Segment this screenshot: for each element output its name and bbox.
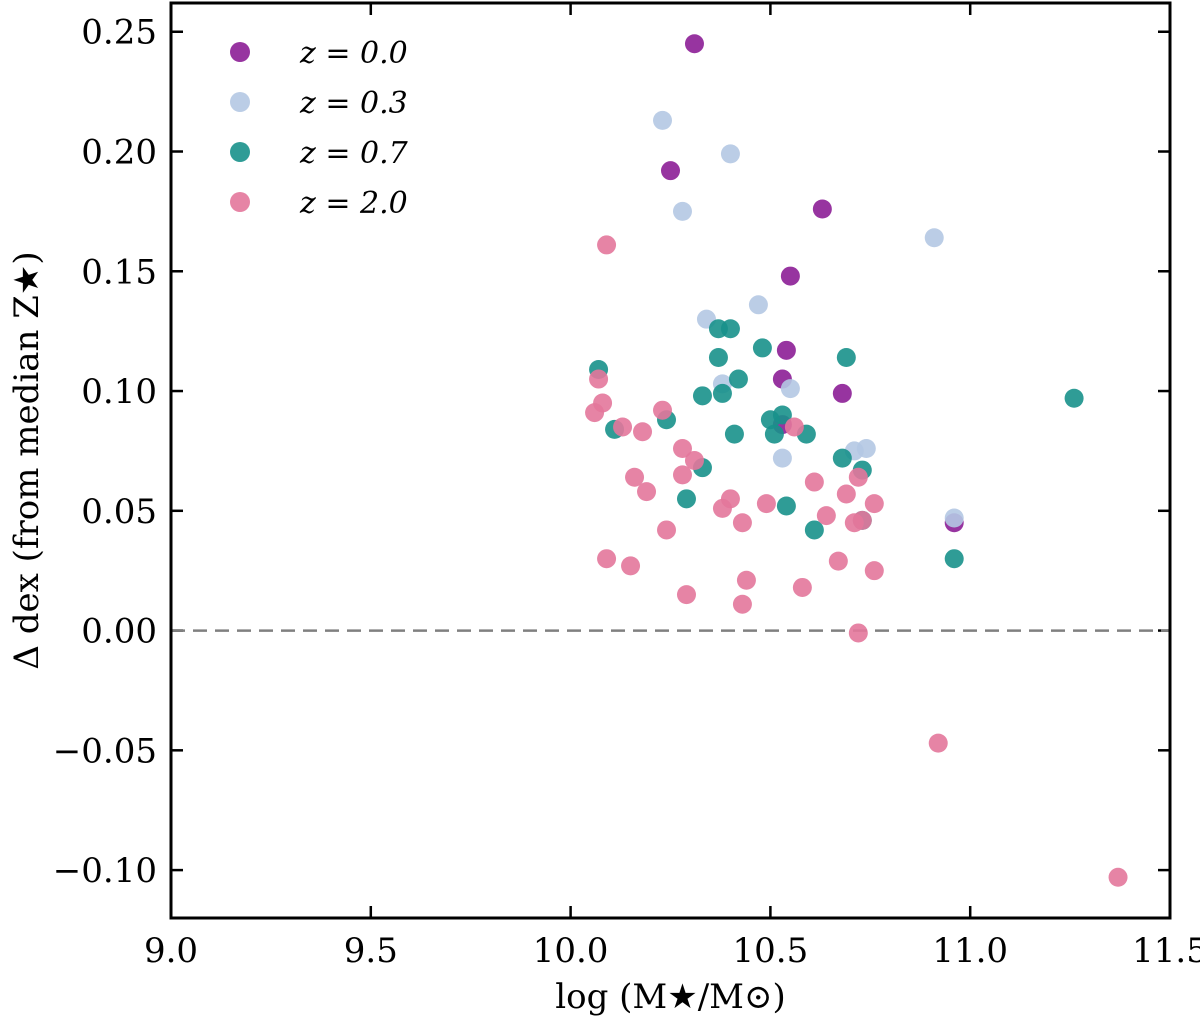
data-point-series-3	[816, 506, 836, 526]
data-point-series-2	[1064, 388, 1084, 408]
data-point-series-3	[756, 494, 776, 514]
legend-label: z = 0.0	[299, 36, 408, 71]
x-tick-label: 10.5	[733, 931, 809, 971]
data-point-series-3	[792, 577, 812, 597]
legend: z = 0.0 z = 0.3 z = 0.7 z = 2.0	[230, 36, 409, 221]
data-point-series-2	[776, 496, 796, 516]
data-point-series-2	[712, 383, 732, 403]
data-point-series-3	[1108, 867, 1128, 887]
data-point-series-1	[772, 448, 792, 468]
data-point-series-1	[653, 110, 673, 130]
data-point-series-2	[724, 424, 744, 444]
legend-label: z = 2.0	[299, 186, 408, 221]
data-point-series-3	[736, 570, 756, 590]
y-tick-label: 0.15	[81, 252, 157, 292]
data-point-series-0	[661, 161, 680, 181]
legend-marker	[230, 92, 250, 112]
data-point-series-3	[844, 513, 864, 533]
data-point-series-1	[672, 201, 692, 221]
data-point-series-3	[625, 467, 645, 487]
data-point-series-1	[944, 508, 964, 528]
data-point-series-0	[780, 266, 800, 286]
data-point-series-3	[684, 451, 704, 470]
data-point-series-3	[804, 472, 824, 492]
data-point-series-0	[832, 383, 852, 403]
data-point-series-3	[864, 561, 884, 581]
data-point-series-3	[589, 369, 609, 389]
y-axis-ticks: −0.10 −0.05 0.00 0.05 0.10 0.15 0.20 0.25	[53, 13, 1170, 891]
data-point-series-2	[764, 424, 784, 444]
data-point-series-3	[597, 549, 617, 569]
data-point-series-2	[832, 448, 852, 468]
data-point-series-2	[760, 410, 780, 430]
data-point-series-2	[804, 520, 824, 540]
legend-marker	[230, 142, 250, 162]
x-axis-label: log (M★/M⊙)	[555, 977, 786, 1017]
data-point-series-2	[728, 369, 748, 389]
data-point-series-3	[585, 403, 605, 423]
legend-label: z = 0.3	[299, 86, 408, 121]
y-tick-label: 0.25	[81, 13, 157, 53]
data-point-series-2	[944, 549, 964, 569]
x-tick-label: 9.0	[144, 931, 198, 971]
data-point-series-3	[621, 556, 641, 576]
data-point-series-1	[748, 295, 768, 315]
data-point-series-1	[720, 144, 740, 164]
data-point-series-3	[657, 520, 677, 540]
data-point-series-1	[780, 379, 800, 399]
x-tick-label: 10.0	[533, 931, 609, 971]
data-point-series-3	[597, 235, 617, 255]
data-point-series-3	[672, 439, 692, 459]
data-point-series-3	[732, 513, 752, 533]
plot-frame	[169, 1, 1172, 920]
y-tick-label: 0.05	[81, 492, 157, 532]
y-tick-label: −0.05	[53, 731, 157, 771]
x-tick-label: 11.0	[932, 931, 1008, 971]
data-point-series-2	[752, 338, 772, 358]
data-point-series-2	[720, 319, 740, 339]
data-points	[585, 34, 1128, 887]
data-point-series-3	[633, 422, 653, 442]
data-point-series-3	[836, 484, 856, 504]
data-point-series-2	[676, 489, 696, 509]
data-point-series-3	[732, 594, 752, 614]
data-point-series-2	[836, 348, 856, 368]
x-axis-ticks: 9.0 9.5 10.0 10.5 11.0 11.5	[144, 3, 1200, 971]
x-tick-label: 11.5	[1132, 931, 1200, 971]
x-tick-label: 9.5	[344, 931, 398, 971]
data-point-series-0	[812, 199, 832, 219]
data-point-series-2	[708, 348, 728, 368]
data-point-series-1	[924, 228, 944, 248]
data-point-series-3	[712, 498, 732, 518]
legend-label: z = 0.7	[299, 136, 409, 171]
data-point-series-3	[676, 585, 696, 605]
data-point-series-3	[672, 465, 692, 485]
data-point-series-3	[848, 467, 868, 487]
data-point-series-0	[776, 340, 796, 360]
data-point-series-3	[864, 494, 884, 514]
legend-marker	[230, 192, 250, 212]
data-point-series-3	[613, 417, 633, 437]
data-point-series-3	[828, 551, 848, 571]
y-axis-label: Δ dex (from median Z★)	[7, 251, 47, 669]
data-point-series-0	[684, 34, 704, 54]
data-point-series-3	[637, 482, 657, 502]
y-tick-label: −0.10	[53, 851, 157, 891]
legend-marker	[230, 42, 250, 62]
data-point-series-3	[784, 417, 804, 437]
data-point-series-3	[928, 733, 948, 753]
y-tick-label: 0.10	[81, 372, 157, 412]
y-tick-label: 0.20	[81, 133, 157, 173]
data-point-series-3	[653, 400, 673, 420]
data-point-series-2	[692, 386, 712, 406]
y-tick-label: 0.00	[81, 612, 157, 652]
data-point-series-1	[856, 439, 876, 459]
data-point-series-3	[848, 623, 868, 643]
